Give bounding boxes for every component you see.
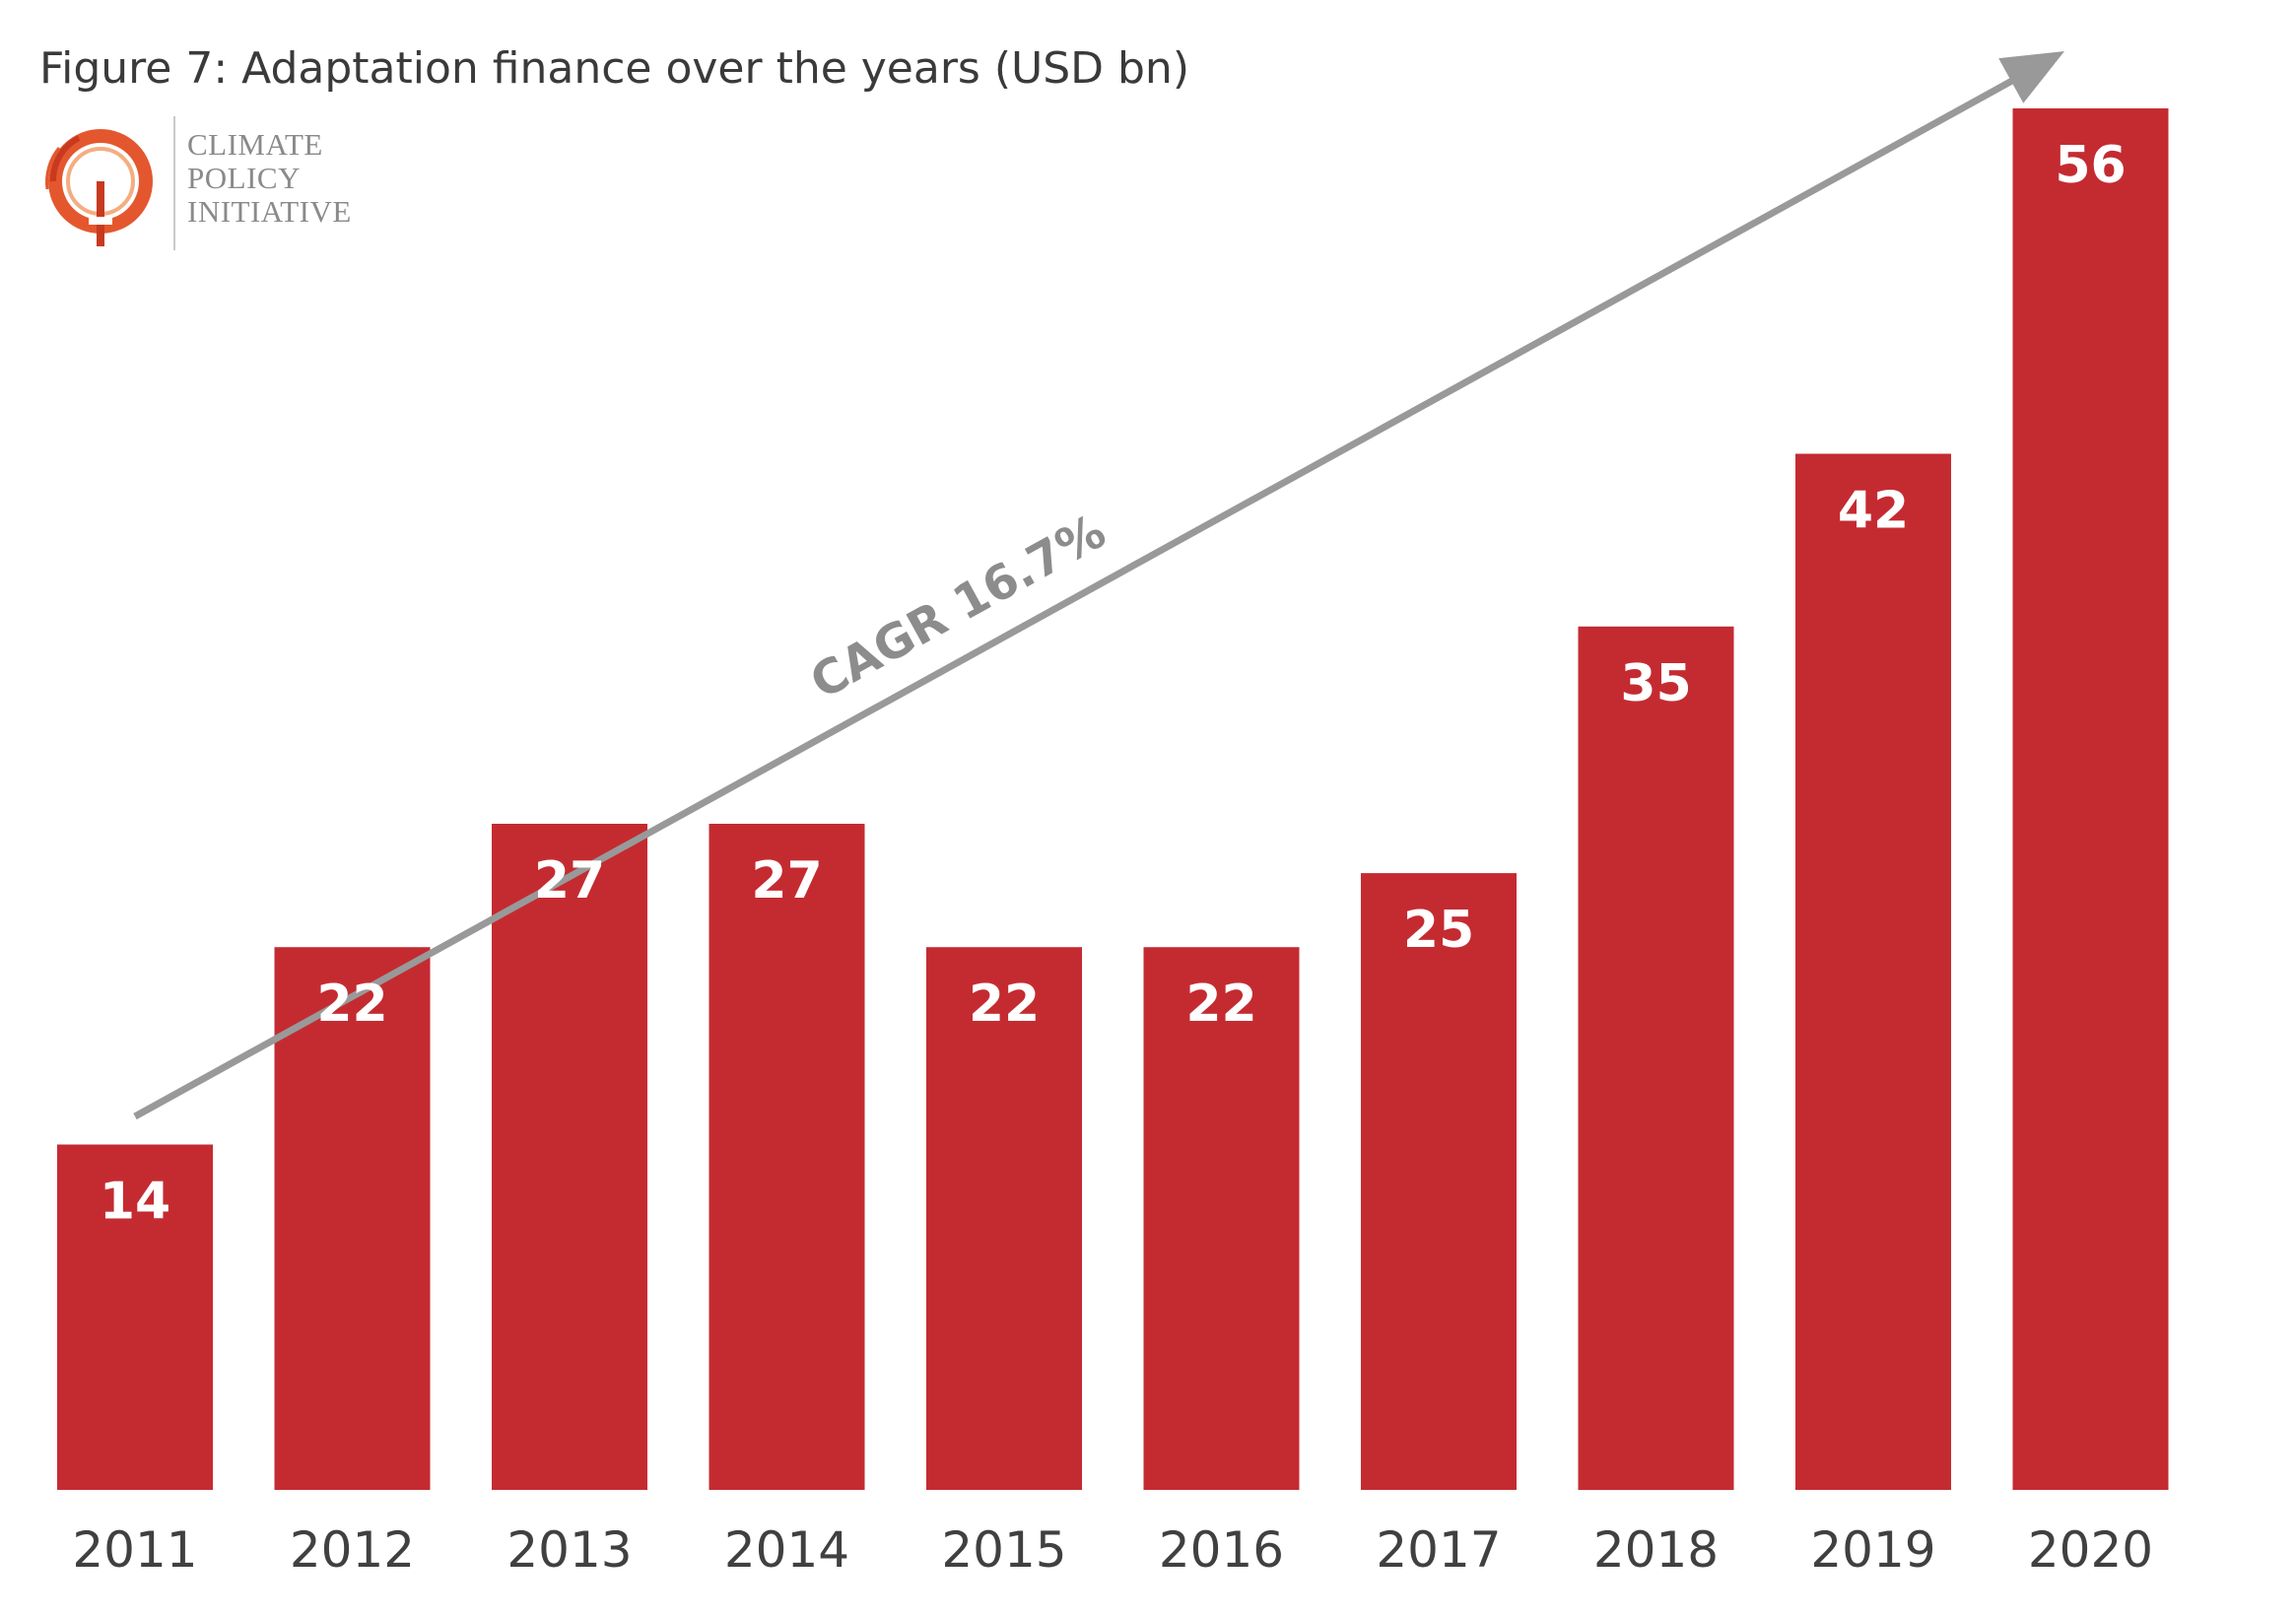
data-label-2016: 22 — [1185, 975, 1256, 1034]
bar-2016 — [1143, 947, 1300, 1490]
x-tick-label-2015: 2015 — [941, 1521, 1066, 1579]
logo-line-2: POLICY — [187, 161, 301, 195]
bar-2015 — [926, 947, 1082, 1490]
logo-divider — [173, 116, 175, 250]
climate-policy-initiative-logo: CLIMATE POLICY INITIATIVE — [39, 110, 374, 258]
x-tick-label-2018: 2018 — [1593, 1521, 1719, 1579]
data-label-2019: 42 — [1838, 482, 1909, 541]
x-tick-label-2020: 2020 — [2028, 1521, 2153, 1579]
logo-line-1: CLIMATE — [187, 127, 323, 162]
x-tick-label-2016: 2016 — [1159, 1521, 1284, 1579]
x-tick-label-2019: 2019 — [1810, 1521, 1935, 1579]
data-label-2020: 56 — [2055, 136, 2126, 195]
cagr-annotation: CAGR 16.7% — [801, 504, 1114, 709]
bars-layer — [57, 108, 2169, 1491]
bar-2017 — [1361, 873, 1517, 1490]
data-label-2018: 35 — [1620, 654, 1691, 713]
trend-arrow-line — [133, 62, 2041, 1120]
data-label-2017: 25 — [1403, 901, 1474, 960]
data-label-2015: 22 — [969, 975, 1040, 1034]
bar-2019 — [1795, 453, 1951, 1490]
data-label-2013: 27 — [534, 851, 605, 910]
bar-2020 — [2012, 108, 2169, 1490]
logo-wordmark: CLIMATE POLICY INITIATIVE — [187, 128, 352, 229]
trend-arrow-layer: CAGR 16.7% — [133, 51, 2064, 1120]
bar-2018 — [1578, 626, 1734, 1491]
x-tick-label-2017: 2017 — [1376, 1521, 1501, 1579]
bar-2012 — [274, 947, 431, 1490]
x-tick-label-2011: 2011 — [72, 1521, 197, 1579]
x-tick-label-2014: 2014 — [724, 1521, 849, 1579]
bar-2013 — [492, 824, 647, 1490]
logo-line-3: INITIATIVE — [187, 194, 352, 229]
x-tick-label-2012: 2012 — [290, 1521, 415, 1579]
bar-2014 — [709, 824, 865, 1490]
data-label-2012: 22 — [316, 975, 387, 1034]
bar-2011 — [57, 1144, 213, 1490]
x-tick-label-2013: 2013 — [506, 1521, 632, 1579]
data-label-2011: 14 — [100, 1173, 170, 1232]
trend-arrowhead-icon — [1998, 51, 2064, 103]
chart-title: Figure 7: Adaptation finance over the ye… — [39, 43, 1189, 94]
logo-ring-icon — [45, 129, 153, 246]
labels-layer: 14 2011 22 2012 27 2013 27 2014 22 2015 22 2016 25 20… — [72, 136, 2153, 1579]
data-label-2014: 27 — [751, 851, 822, 910]
